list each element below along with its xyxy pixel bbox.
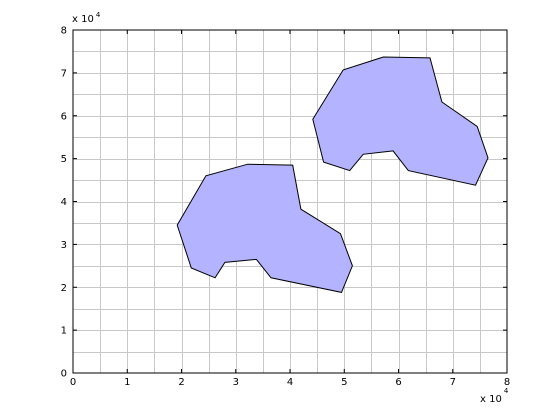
x-tick-label: 1 <box>124 377 130 388</box>
x-tick-label: 8 <box>504 377 510 388</box>
series-polygon-2 <box>312 56 489 186</box>
x-tick-label: 5 <box>341 377 347 388</box>
y-axis-ticks: 0 1 2 3 4 5 6 7 8 <box>61 26 507 380</box>
y-tick-label: 7 <box>61 68 67 79</box>
y-tick-label: 3 <box>61 240 67 251</box>
y-tick-label: 8 <box>61 26 67 37</box>
x-scale-base: x 10 <box>480 394 502 405</box>
y-scale-exponent: 4 <box>96 11 101 19</box>
y-tick-label: 2 <box>61 283 67 294</box>
x-tick-label: 2 <box>178 377 184 388</box>
x-axis-scale-label: x 104 <box>480 387 509 405</box>
y-axis-scale-label: x 10 4 <box>72 11 101 25</box>
x-tick-label: 4 <box>287 377 293 388</box>
x-scale-exponent: 4 <box>504 387 509 395</box>
x-axis-ticks: 0 1 2 3 4 5 6 7 8 <box>70 30 510 388</box>
x-tick-label: 6 <box>395 377 401 388</box>
series-layer <box>176 56 489 293</box>
y-scale-base: x 10 <box>72 14 94 25</box>
y-tick-label: 5 <box>61 154 67 165</box>
y-tick-label: 1 <box>61 326 67 337</box>
x-tick-label: 7 <box>450 377 456 388</box>
y-tick-label: 4 <box>61 197 67 208</box>
series-polygon-1 <box>176 163 353 293</box>
x-tick-label: 0 <box>70 377 76 388</box>
y-tick-label: 0 <box>61 369 67 380</box>
x-tick-label: 3 <box>233 377 239 388</box>
y-tick-label: 6 <box>61 111 67 122</box>
